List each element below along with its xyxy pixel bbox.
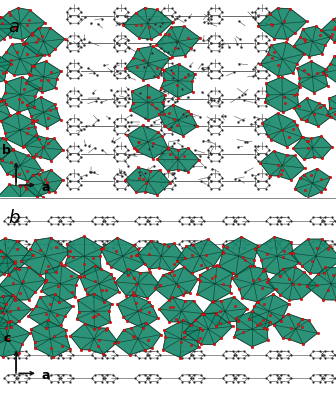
Polygon shape <box>0 296 32 327</box>
Polygon shape <box>24 135 63 160</box>
Polygon shape <box>0 321 30 357</box>
Polygon shape <box>27 97 60 128</box>
Polygon shape <box>0 238 34 274</box>
Polygon shape <box>115 269 160 298</box>
Polygon shape <box>294 26 331 57</box>
Polygon shape <box>26 61 61 92</box>
Polygon shape <box>25 170 63 197</box>
Polygon shape <box>0 53 11 84</box>
Polygon shape <box>23 28 65 55</box>
Polygon shape <box>294 98 331 126</box>
Polygon shape <box>258 8 307 39</box>
Polygon shape <box>260 151 304 180</box>
Polygon shape <box>159 105 198 136</box>
Polygon shape <box>0 312 8 346</box>
Polygon shape <box>197 265 233 302</box>
Polygon shape <box>249 295 289 328</box>
Polygon shape <box>265 77 300 112</box>
Polygon shape <box>155 267 198 300</box>
Polygon shape <box>232 265 276 302</box>
Polygon shape <box>137 241 185 271</box>
Polygon shape <box>306 267 336 300</box>
Polygon shape <box>127 125 168 158</box>
Polygon shape <box>255 237 299 275</box>
Polygon shape <box>327 93 336 124</box>
Polygon shape <box>31 320 70 357</box>
Polygon shape <box>41 265 80 302</box>
Polygon shape <box>1 77 40 112</box>
Polygon shape <box>28 295 73 328</box>
Polygon shape <box>293 136 332 160</box>
Polygon shape <box>234 311 270 347</box>
Polygon shape <box>70 324 118 354</box>
Text: a: a <box>41 369 50 382</box>
Polygon shape <box>321 16 336 44</box>
Polygon shape <box>125 46 170 80</box>
Polygon shape <box>0 267 46 300</box>
Polygon shape <box>117 295 158 328</box>
Polygon shape <box>163 320 200 357</box>
Polygon shape <box>0 8 45 39</box>
Text: b: b <box>8 209 20 227</box>
Polygon shape <box>65 236 103 276</box>
Polygon shape <box>295 168 330 198</box>
Polygon shape <box>125 168 170 195</box>
Polygon shape <box>161 64 195 98</box>
Polygon shape <box>0 249 15 279</box>
Text: b: b <box>2 144 11 157</box>
Polygon shape <box>156 26 200 57</box>
Text: c: c <box>3 332 10 345</box>
Polygon shape <box>0 43 44 76</box>
Polygon shape <box>262 113 302 147</box>
Polygon shape <box>290 239 336 273</box>
Polygon shape <box>114 323 161 355</box>
Polygon shape <box>130 85 165 120</box>
Polygon shape <box>297 61 328 92</box>
Polygon shape <box>0 136 13 160</box>
Polygon shape <box>176 239 223 273</box>
Polygon shape <box>323 54 336 84</box>
Polygon shape <box>157 148 199 172</box>
Polygon shape <box>21 238 70 275</box>
Polygon shape <box>219 237 258 275</box>
Polygon shape <box>0 184 43 210</box>
Polygon shape <box>184 314 233 344</box>
Polygon shape <box>79 266 119 302</box>
Polygon shape <box>1 113 39 147</box>
Polygon shape <box>274 314 318 344</box>
Polygon shape <box>101 238 144 275</box>
Polygon shape <box>0 283 12 316</box>
Polygon shape <box>260 42 304 76</box>
Text: a: a <box>41 181 50 193</box>
Polygon shape <box>123 8 173 39</box>
Polygon shape <box>203 297 247 326</box>
Polygon shape <box>0 150 42 181</box>
Polygon shape <box>0 93 10 124</box>
Text: a: a <box>8 18 19 36</box>
Polygon shape <box>77 294 112 329</box>
Polygon shape <box>267 267 317 300</box>
Polygon shape <box>159 297 204 326</box>
Polygon shape <box>0 16 15 43</box>
